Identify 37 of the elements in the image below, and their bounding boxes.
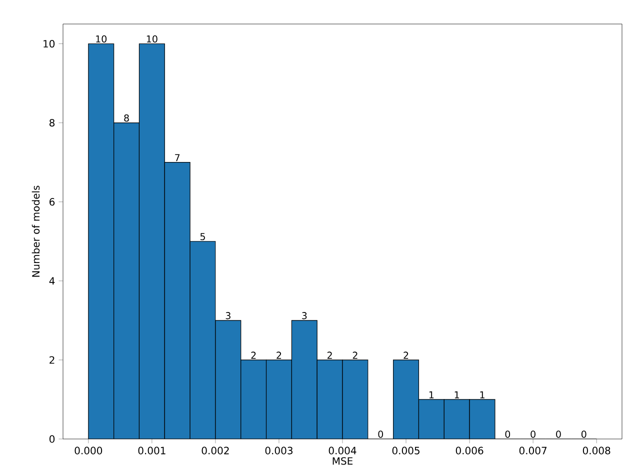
x-tick-label: 0.002 <box>202 446 229 454</box>
data-label: 2 <box>327 352 332 359</box>
y-tick-label: 0 <box>50 435 55 443</box>
data-label: 0 <box>556 430 561 438</box>
data-label: 7 <box>175 154 180 162</box>
x-tick-label: 0.006 <box>456 446 484 454</box>
data-label: 1 <box>454 391 459 398</box>
x-axis-title: MSE <box>332 457 353 465</box>
y-tick-label: 2 <box>50 356 54 364</box>
data-label: 2 <box>352 352 358 359</box>
data-label: 0 <box>505 430 510 438</box>
data-label: 0 <box>378 430 383 438</box>
data-label: 2 <box>404 352 408 359</box>
data-label: 10 <box>146 35 158 43</box>
y-tick-label: 6 <box>50 198 55 206</box>
y-tick-label: 8 <box>50 119 55 127</box>
x-tick-label: 0.001 <box>138 446 166 454</box>
data-label: 5 <box>200 233 205 240</box>
y-tick-label: 10 <box>44 40 55 48</box>
data-label: 3 <box>226 312 230 320</box>
data-label: 8 <box>124 114 129 122</box>
data-label: 3 <box>302 312 307 320</box>
x-tick-label: 0.008 <box>582 446 610 454</box>
data-label: 0 <box>581 430 586 438</box>
data-label: 1 <box>429 391 434 398</box>
data-label: 10 <box>96 35 107 43</box>
data-label: 2 <box>276 352 282 359</box>
x-tick-label: 0.005 <box>392 446 420 454</box>
y-tick-label: 4 <box>49 277 55 285</box>
x-tick-label: 0.004 <box>328 446 356 454</box>
y-axis-title: Number of models <box>32 186 40 277</box>
x-tick-label: 0.003 <box>265 446 292 454</box>
x-tick-label: 0.000 <box>74 446 102 454</box>
data-label: 1 <box>480 391 484 398</box>
data-label: 0 <box>530 430 536 438</box>
x-tick-label: 0.007 <box>519 446 547 454</box>
data-label: 2 <box>251 352 256 359</box>
